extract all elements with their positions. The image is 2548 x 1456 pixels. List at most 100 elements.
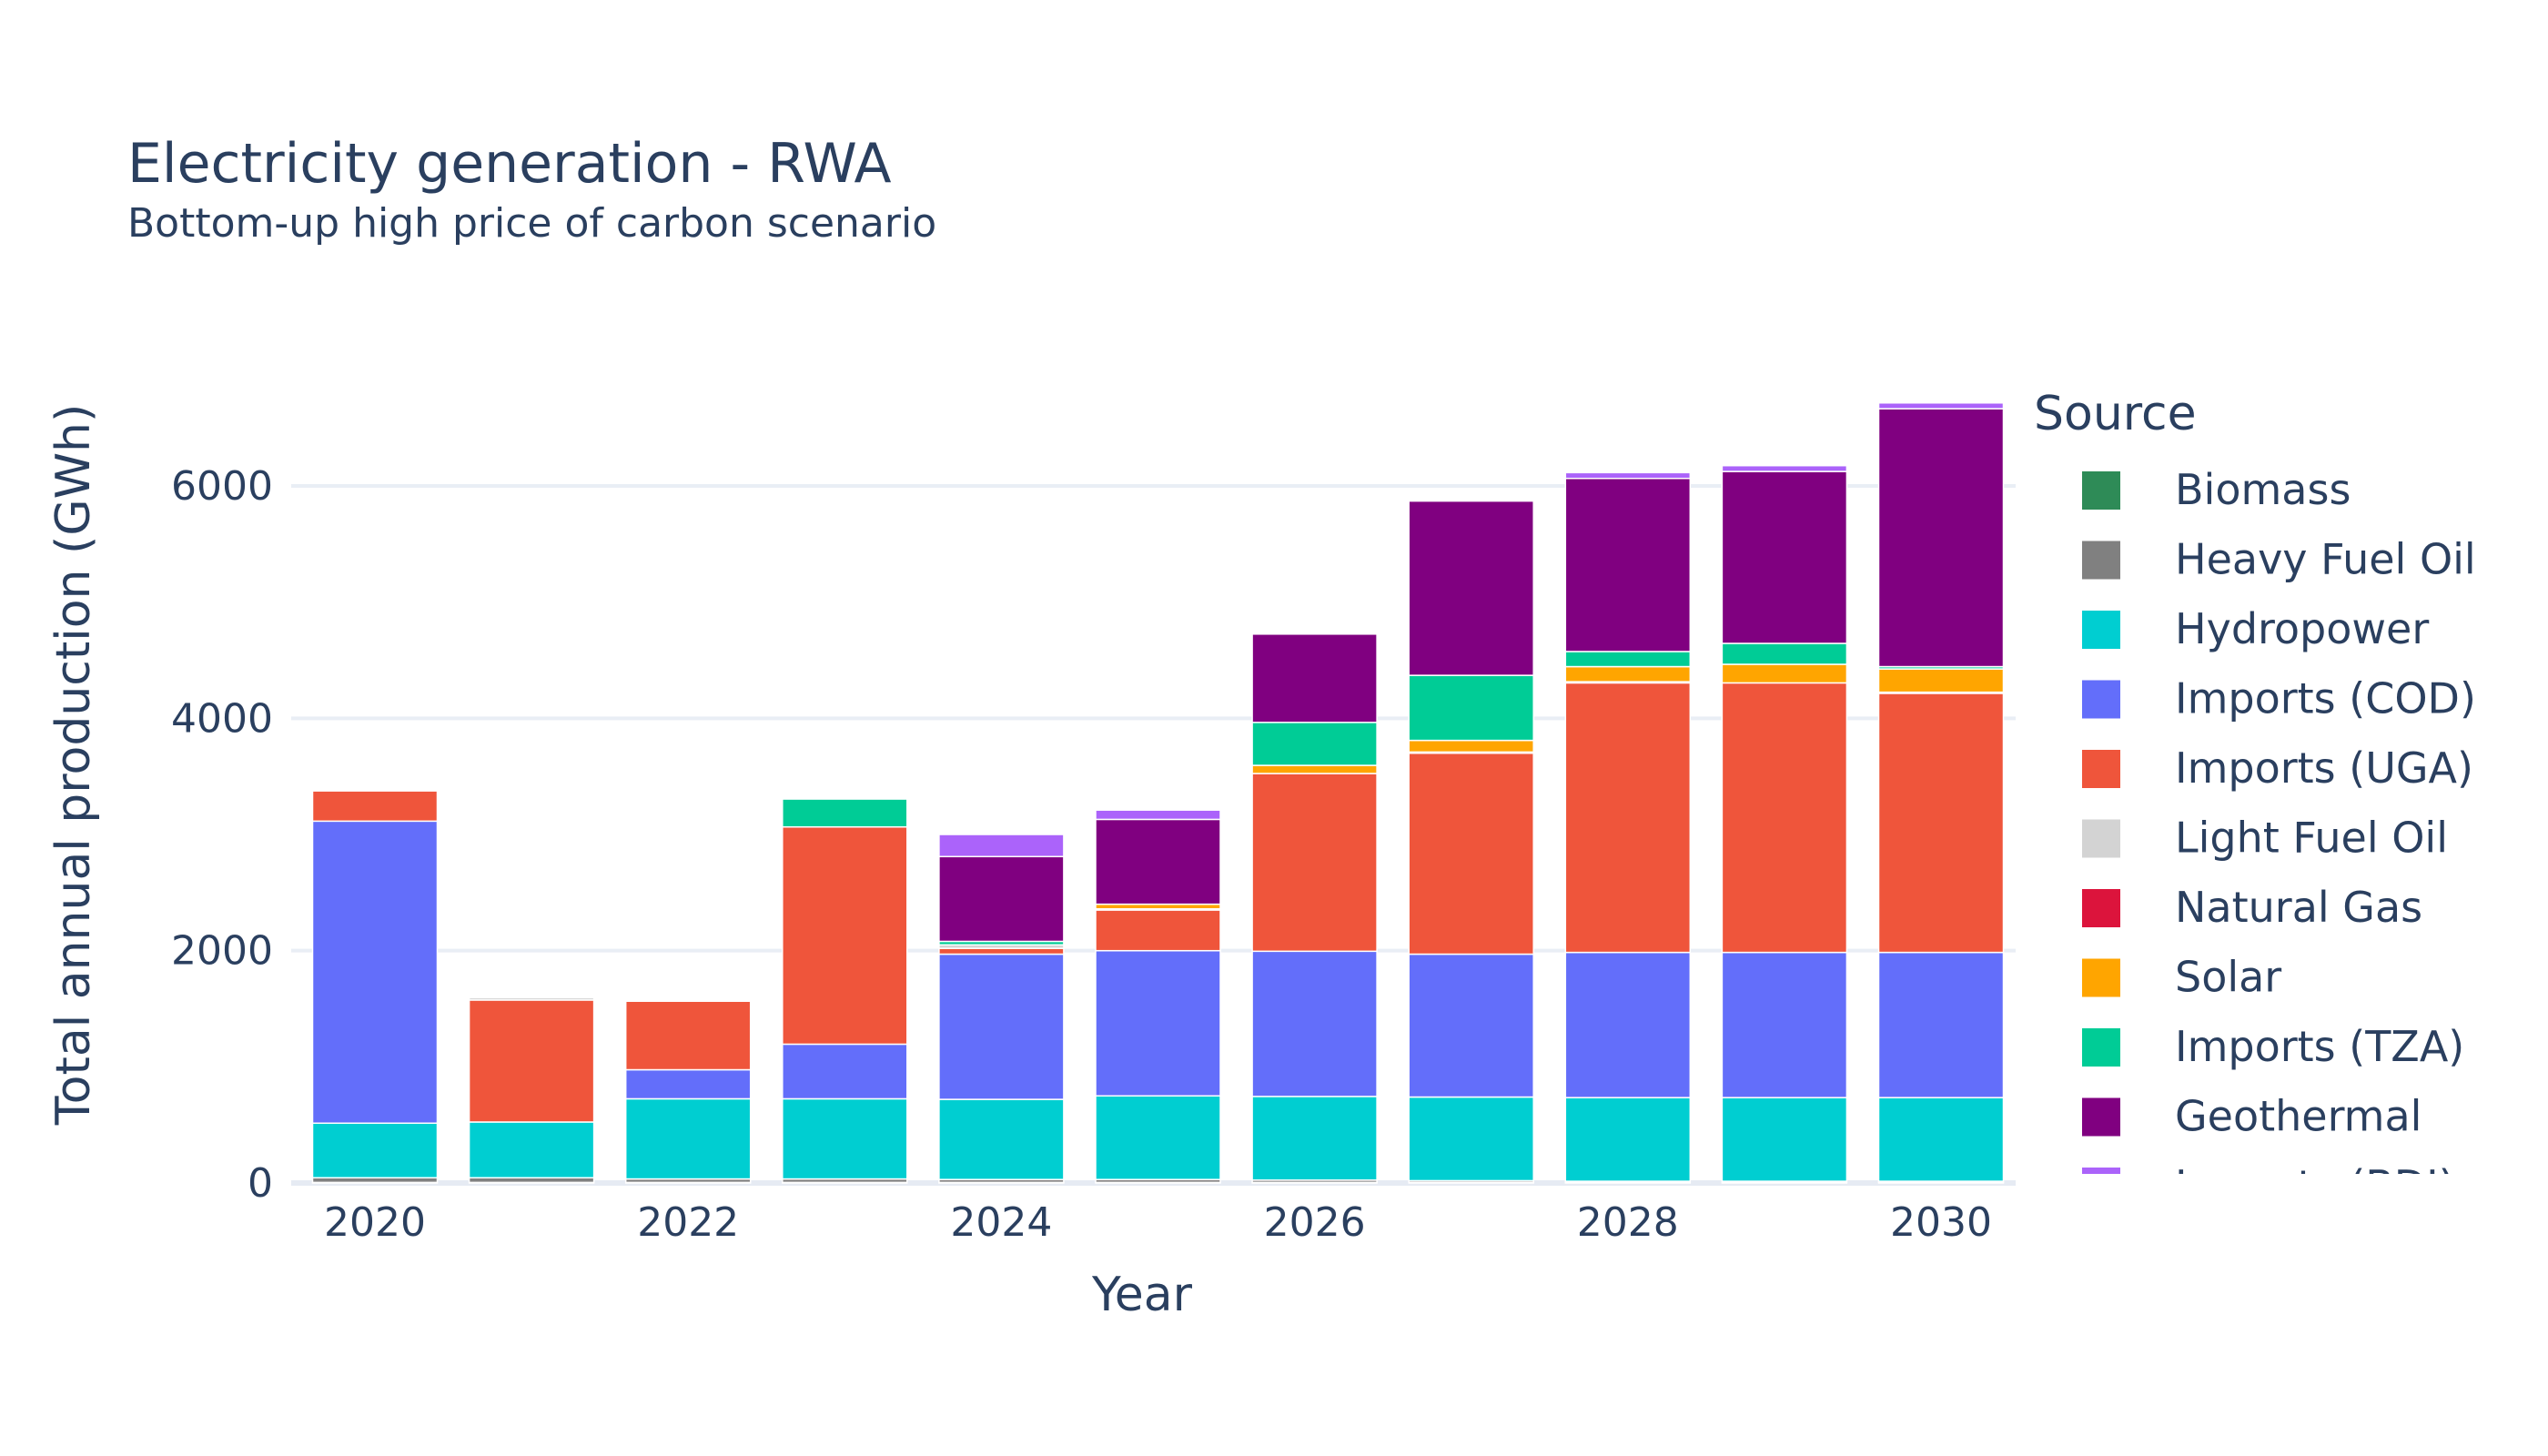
bar-segment[interactable]: [1408, 1096, 1534, 1182]
bar-segment[interactable]: [468, 999, 595, 1123]
bar-segment[interactable]: [624, 1097, 752, 1180]
legend-swatch: [2082, 611, 2120, 649]
x-tick-label: 2020: [324, 1199, 426, 1246]
legend-label: Imports (UGA): [2175, 743, 2473, 793]
legend-item[interactable]: Imports (UGA): [2082, 743, 2473, 793]
bar-segment[interactable]: [1721, 470, 1848, 644]
legend-item[interactable]: Imports (COD): [2082, 674, 2476, 723]
legend-label: Solar: [2175, 953, 2281, 1002]
bar-segment[interactable]: [1877, 408, 2005, 668]
bar-segment[interactable]: [938, 1098, 1065, 1180]
bar-segment[interactable]: [1251, 773, 1378, 953]
bar-segment[interactable]: [1564, 1097, 1692, 1182]
legend-item[interactable]: Hydropower: [2082, 604, 2429, 653]
x-tick-label: 2026: [1264, 1199, 1366, 1246]
bar-segment[interactable]: [1095, 1095, 1221, 1180]
bars: [311, 402, 2005, 1184]
bar-segment[interactable]: [1251, 1096, 1378, 1181]
legend-swatch: [2082, 1168, 2120, 1174]
bar-segment[interactable]: [1564, 651, 1692, 668]
bar-segment[interactable]: [1095, 903, 1221, 910]
x-tick-label: 2022: [637, 1199, 739, 1246]
bar-segment[interactable]: [624, 999, 752, 1002]
bar-segment[interactable]: [468, 996, 595, 1001]
bar-segment[interactable]: [624, 1068, 752, 1100]
legend[interactable]: Biomass Heavy Fuel Oil Hydropower Imports (…: [2082, 465, 2476, 1210]
bar-segment[interactable]: [1251, 950, 1378, 1097]
bar-segment[interactable]: [468, 1177, 595, 1184]
bar-segment[interactable]: [1251, 722, 1378, 766]
bar-segment[interactable]: [1408, 674, 1534, 742]
bar-segment[interactable]: [1564, 951, 1692, 1098]
legend-item[interactable]: Natural Gas: [2082, 883, 2422, 932]
bar-segment[interactable]: [1408, 953, 1534, 1098]
legend-item[interactable]: Imports (BDI): [2082, 1161, 2455, 1210]
bar-segment[interactable]: [1564, 682, 1692, 954]
bar-segment[interactable]: [1408, 500, 1534, 676]
legend-label: Biomass: [2175, 465, 2351, 514]
bar-segment[interactable]: [1877, 668, 2005, 693]
bar-segment[interactable]: [1095, 909, 1221, 952]
bar-segment[interactable]: [1877, 693, 2005, 954]
bar-segment[interactable]: [1877, 951, 2005, 1098]
legend-swatch: [2082, 1028, 2120, 1067]
bar-segment[interactable]: [311, 1177, 439, 1184]
legend-swatch: [2082, 1097, 2120, 1137]
bar-segment[interactable]: [468, 1121, 595, 1179]
legend-swatch: [2082, 819, 2120, 858]
legend-swatch: [2082, 750, 2120, 788]
bar-segment[interactable]: [1095, 949, 1221, 1097]
legend-label: Imports (COD): [2175, 674, 2476, 723]
bar-segment[interactable]: [1564, 665, 1692, 682]
legend-item[interactable]: Biomass: [2082, 465, 2351, 514]
bar-segment[interactable]: [1564, 471, 1692, 480]
bar-segment[interactable]: [938, 834, 1065, 858]
bar-stack-2027: [1408, 500, 1534, 1184]
bar-segment[interactable]: [1564, 477, 1692, 652]
legend-item[interactable]: Geothermal: [2082, 1092, 2422, 1141]
bar-segment[interactable]: [1408, 739, 1534, 753]
bar-stack-2021: [468, 996, 595, 1184]
y-axis-title: Total annual production (GWh): [46, 404, 101, 1127]
x-tick-label: 2028: [1577, 1199, 1679, 1246]
legend-swatch: [2082, 471, 2120, 510]
bar-segment[interactable]: [311, 1122, 439, 1179]
bar-segment[interactable]: [782, 825, 908, 1046]
bar-segment[interactable]: [1251, 633, 1378, 723]
bar-segment[interactable]: [1721, 663, 1848, 684]
bar-segment[interactable]: [782, 1043, 908, 1100]
legend-label: Light Fuel Oil: [2175, 814, 2448, 863]
bar-segment[interactable]: [311, 790, 439, 823]
y-tick-label: 2000: [171, 928, 273, 975]
bar-segment[interactable]: [1877, 402, 2005, 410]
bar-segment[interactable]: [1721, 951, 1848, 1098]
bar-segment[interactable]: [938, 855, 1065, 943]
bar-segment[interactable]: [1721, 682, 1848, 954]
bar-segment[interactable]: [1721, 464, 1848, 472]
legend-label: Imports (BDI): [2175, 1161, 2455, 1210]
bar-segment[interactable]: [1095, 809, 1221, 821]
bar-segment[interactable]: [1721, 1097, 1848, 1182]
bar-segment[interactable]: [938, 953, 1065, 1100]
bar-segment[interactable]: [782, 798, 908, 828]
bar-segment[interactable]: [938, 947, 1065, 956]
bar-stack-2029: [1721, 464, 1848, 1184]
bar-segment[interactable]: [782, 1097, 908, 1180]
bar-segment[interactable]: [1408, 752, 1534, 956]
bar-stack-2028: [1564, 471, 1692, 1184]
legend-swatch: [2082, 958, 2120, 997]
legend-label: Hydropower: [2175, 604, 2429, 653]
legend-item[interactable]: Light Fuel Oil: [2082, 814, 2448, 863]
bar-segment[interactable]: [1721, 642, 1848, 665]
legend-item[interactable]: Solar: [2082, 953, 2281, 1002]
legend-item[interactable]: Heavy Fuel Oil: [2082, 535, 2476, 584]
bar-segment[interactable]: [624, 1000, 752, 1071]
bar-segment[interactable]: [311, 820, 439, 1125]
bar-stack-2025: [1095, 809, 1221, 1184]
bar-segment[interactable]: [1095, 818, 1221, 905]
bar-segment[interactable]: [1251, 764, 1378, 774]
bar-stack-2030: [1877, 402, 2005, 1184]
legend-item[interactable]: Imports (TZA): [2082, 1022, 2464, 1071]
bar-segment[interactable]: [1877, 1097, 2005, 1182]
